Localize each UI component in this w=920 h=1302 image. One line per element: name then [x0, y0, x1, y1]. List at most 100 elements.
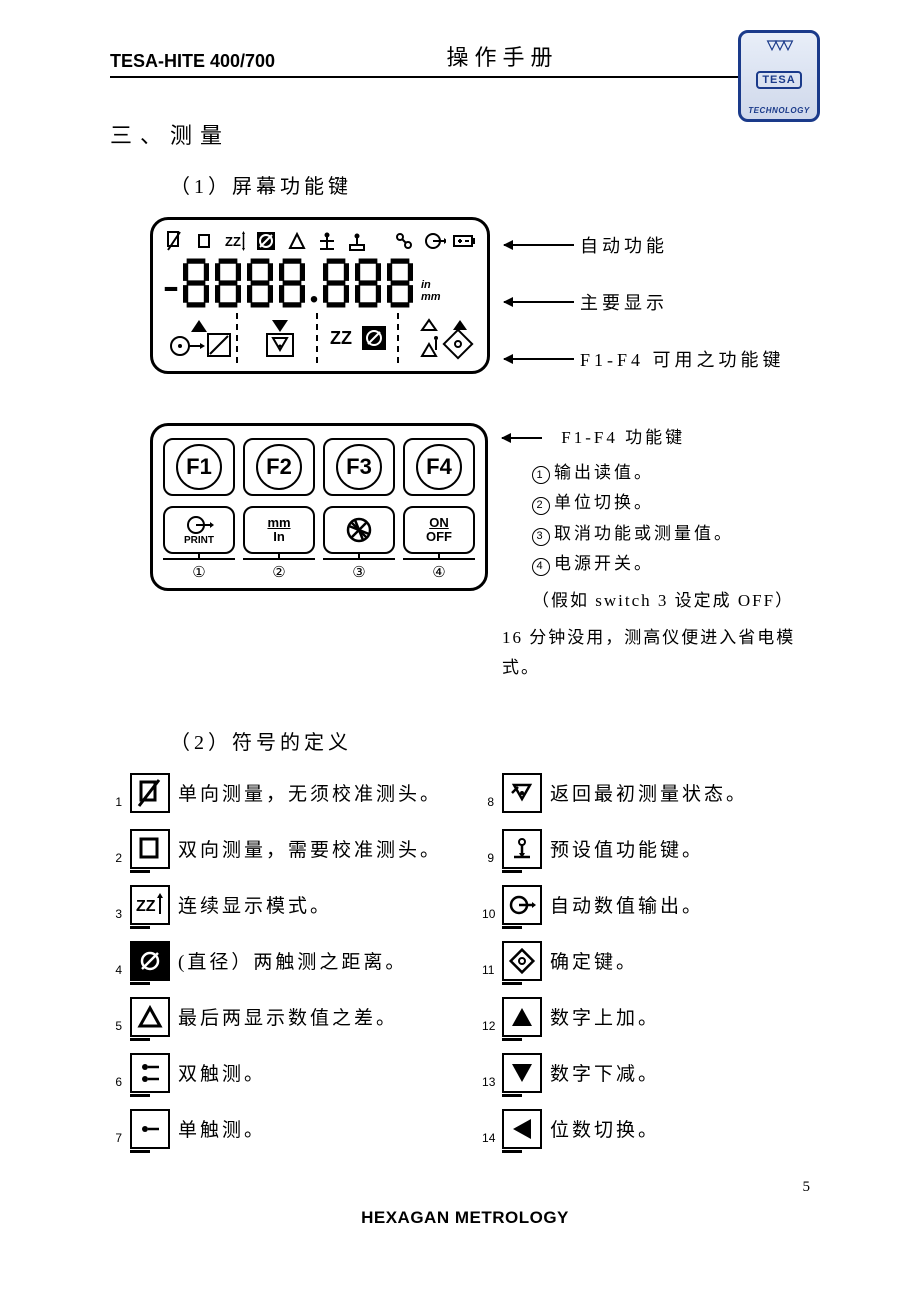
- sym-1-text: 单向测量，无须校准测头。: [178, 779, 442, 806]
- digit: [245, 257, 275, 309]
- digit: [321, 257, 351, 309]
- f1-key[interactable]: F1: [163, 438, 235, 496]
- sym-6-text: 双触测。: [178, 1059, 266, 1086]
- idx-4: ④: [403, 558, 475, 582]
- keypad-panel: F1 F2 F3 F4 PRINT mm In ON: [150, 423, 488, 591]
- logo-triangles: ▽▽▽: [767, 37, 791, 53]
- single-touch-top-icon: [345, 228, 369, 254]
- sym-11-icon: [502, 941, 542, 981]
- diameter-icon: [254, 228, 278, 254]
- sym-8-text: 返回最初测量状态。: [550, 779, 748, 806]
- sym-5-icon: [130, 997, 170, 1037]
- bidirectional-icon: [193, 228, 217, 254]
- logo-text: TESA: [756, 71, 801, 89]
- unit-key[interactable]: mm In: [243, 506, 315, 554]
- subsection-2: （2）符号的定义: [170, 726, 820, 755]
- lcd-annotations: 自动功能 主要显示 F1-F4 可用之功能键: [504, 217, 785, 387]
- unit-mm: mm: [421, 291, 441, 303]
- keypad-line-2: 单位切换。: [554, 493, 654, 512]
- sym-8-icon: [502, 773, 542, 813]
- sym-10-text: 自动数值输出。: [550, 891, 704, 918]
- print-key[interactable]: PRINT: [163, 506, 235, 554]
- keypad-figure: F1 F2 F3 F4 PRINT mm In ON: [150, 423, 820, 684]
- annot-func: F1-F4 可用之功能键: [580, 346, 785, 372]
- sym-13-text: 数字下减。: [550, 1059, 660, 1086]
- page-number: 5: [110, 1179, 820, 1196]
- f1-area: [163, 313, 238, 363]
- unit-labels: in mm: [421, 279, 441, 303]
- sym-5-text: 最后两显示数值之差。: [178, 1003, 398, 1030]
- keypad-line-4: 电源开关。: [554, 554, 654, 573]
- cancel-key[interactable]: [323, 506, 395, 554]
- digit: [181, 257, 211, 309]
- keypad-annotations: F1-F4 功能键 1输出读值。 2单位切换。 3取消功能或测量值。 4电源开关…: [502, 423, 820, 684]
- double-touch-icon: [315, 228, 339, 254]
- subsection-1: （1）屏幕功能键: [170, 170, 820, 199]
- lcd-display: ZZ - . in: [150, 217, 490, 374]
- sym-1-icon: [130, 773, 170, 813]
- index-row: ① ② ③ ④: [163, 558, 475, 582]
- annot-auto: 自动功能: [580, 232, 668, 258]
- sym-6-icon: [130, 1053, 170, 1093]
- battery-icon: [453, 228, 477, 254]
- sym-9-text: 预设值功能键。: [550, 835, 704, 862]
- decimal-point: .: [309, 269, 319, 309]
- lcd-function-row: ZZ: [163, 313, 477, 363]
- idx-2: ②: [243, 558, 315, 582]
- annot-main: 主要显示: [580, 289, 668, 315]
- minus-sign: -: [163, 261, 179, 309]
- svg-text:ZZ: ZZ: [136, 898, 156, 915]
- symbol-col-left: 1 单向测量，无须校准测头。 2 双向测量，需要校准测头。 3 ZZ 连续显示模…: [110, 773, 442, 1149]
- sym-2-text: 双向测量，需要校准测头。: [178, 835, 442, 862]
- keypad-line-1: 输出读值。: [554, 463, 654, 482]
- sym-2-icon: [130, 829, 170, 869]
- symbol-col-right: 8 返回最初测量状态。 9 预设值功能键。 10 自动数值输出。 11 确定键。…: [482, 773, 748, 1149]
- f2-area: [244, 313, 319, 363]
- sym-12-text: 数字上加。: [550, 1003, 660, 1030]
- brand-logo: ▽▽▽ TESA TECHNOLOGY: [738, 30, 820, 122]
- delta-icon: [285, 228, 309, 254]
- auto-output-icon: [423, 228, 447, 254]
- lcd-main-display: - . in mm: [163, 255, 477, 309]
- product-model: TESA-HITE 400/700: [110, 51, 275, 72]
- sym-12-icon: [502, 997, 542, 1037]
- f3-area: ZZ: [324, 313, 399, 363]
- sym-4-icon: [130, 941, 170, 981]
- doc-title: 操作手册: [275, 40, 730, 72]
- continuous-zz-icon: ZZ: [224, 228, 248, 254]
- keypad-note-1: （假如 switch 3 设定成 OFF）: [532, 586, 820, 617]
- sym-3-text: 连续显示模式。: [178, 891, 332, 918]
- digit: [213, 257, 243, 309]
- lcd-icon-row: ZZ: [163, 228, 477, 255]
- lcd-figure: ZZ - . in: [150, 217, 820, 387]
- sym-7-icon: [130, 1109, 170, 1149]
- digit: [277, 257, 307, 309]
- sym-13-icon: [502, 1053, 542, 1093]
- sym-4-text: (直径）两触测之距离。: [178, 947, 407, 974]
- svg-text:ZZ: ZZ: [225, 234, 241, 249]
- f3-key[interactable]: F3: [323, 438, 395, 496]
- idx-3: ③: [323, 558, 395, 582]
- section-title: 三、测量: [110, 118, 820, 150]
- keypad-line-3: 取消功能或测量值。: [554, 524, 734, 543]
- sym-3-icon: ZZ: [130, 885, 170, 925]
- f4-area: [405, 313, 478, 363]
- sym-11-text: 确定键。: [550, 947, 638, 974]
- keypad-label-head: F1-F4 功能键: [561, 423, 685, 454]
- preset-icon: [392, 228, 416, 254]
- footer-brand: HEXAGAN METROLOGY: [110, 1208, 820, 1228]
- idx-1: ①: [163, 558, 235, 582]
- sym-10-icon: [502, 885, 542, 925]
- power-key[interactable]: ON OFF: [403, 506, 475, 554]
- logo-tech: TECHNOLOGY: [748, 106, 809, 115]
- sym-7-text: 单触测。: [178, 1115, 266, 1142]
- digit: [353, 257, 383, 309]
- digit: [385, 257, 415, 309]
- symbol-definitions: 1 单向测量，无须校准测头。 2 双向测量，需要校准测头。 3 ZZ 连续显示模…: [110, 773, 820, 1149]
- keypad-note-2: 16 分钟没用，测高仪便进入省电模式。: [502, 623, 820, 684]
- f2-key[interactable]: F2: [243, 438, 315, 496]
- f4-key[interactable]: F4: [403, 438, 475, 496]
- page-header: TESA-HITE 400/700 操作手册: [110, 40, 820, 78]
- sym-9-icon: [502, 829, 542, 869]
- unidirectional-icon: [163, 228, 187, 254]
